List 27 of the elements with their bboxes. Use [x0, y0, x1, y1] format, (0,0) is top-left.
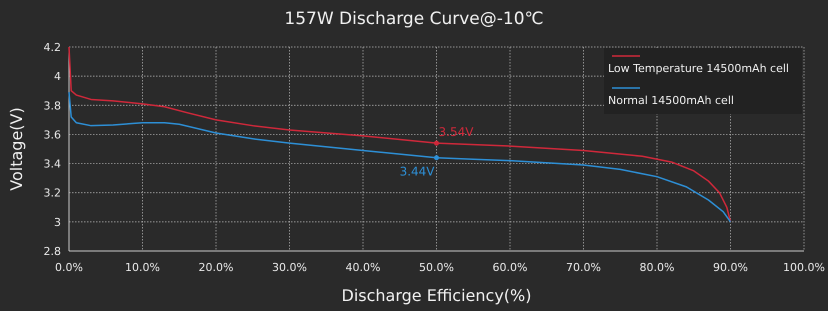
- x-tick-label: 80.0%: [640, 261, 674, 274]
- legend-label: Normal 14500mAh cell: [608, 94, 734, 107]
- x-tick-label: 90.0%: [713, 261, 748, 274]
- y-tick-label: 4: [54, 70, 61, 84]
- x-tick-label: 0.0%: [55, 261, 83, 274]
- y-tick-label: 4.2: [44, 41, 61, 54]
- line-series: [68, 91, 732, 223]
- x-tick-label: 40.0%: [346, 261, 380, 274]
- x-tick-label: 70.0%: [566, 261, 601, 274]
- y-tick-label: 3: [54, 216, 61, 229]
- x-tick-label: 20.0%: [198, 261, 234, 274]
- annotation: 3.44V: [400, 164, 436, 179]
- y-tick-label: 2.8: [44, 245, 61, 258]
- annotation: 3.54V: [438, 125, 474, 140]
- x-axis-title: Discharge Efficiency(%): [342, 286, 532, 305]
- x-tick-label: 50.0%: [419, 261, 454, 274]
- y-tick-label: 3.4: [44, 158, 61, 171]
- x-tick-label: 60.0%: [492, 261, 528, 274]
- x-tick-label: 30.0%: [272, 261, 307, 274]
- y-axis-title: Voltage(V): [7, 107, 26, 191]
- y-tick-label: 3.8: [44, 99, 61, 112]
- x-tick-label: 100.0%: [783, 261, 825, 274]
- chart-title: 157W Discharge Curve@-10℃: [284, 9, 544, 29]
- y-tick-label: 3.2: [44, 186, 61, 200]
- x-tick-label: 10.0%: [125, 261, 160, 274]
- y-tick-label: 3.6: [44, 128, 61, 142]
- legend-label: Low Temperature 14500mAh cell: [608, 62, 789, 75]
